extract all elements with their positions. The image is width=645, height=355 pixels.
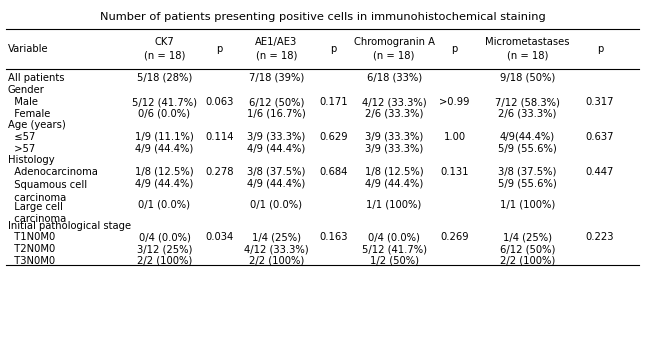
Text: 1/1 (100%): 1/1 (100%) — [366, 200, 422, 210]
Text: Age (years): Age (years) — [8, 120, 66, 130]
Text: All patients: All patients — [8, 73, 64, 83]
Text: Number of patients presenting positive cells in immunohistochemical staining: Number of patients presenting positive c… — [99, 12, 546, 22]
Text: ≤57: ≤57 — [8, 132, 35, 142]
Text: 3/8 (37.5%): 3/8 (37.5%) — [247, 167, 306, 177]
Text: 4/9 (44.4%): 4/9 (44.4%) — [365, 179, 423, 189]
Text: T2N0M0: T2N0M0 — [8, 244, 55, 254]
Text: p: p — [451, 44, 458, 54]
Text: 3/9 (33.3%): 3/9 (33.3%) — [365, 132, 423, 142]
Text: AE1/AE3
(n = 18): AE1/AE3 (n = 18) — [255, 37, 297, 61]
Text: 0.114: 0.114 — [205, 132, 233, 142]
Text: 2/6 (33.3%): 2/6 (33.3%) — [498, 109, 557, 119]
Text: 4/9 (44.4%): 4/9 (44.4%) — [247, 143, 306, 154]
Text: 6/12 (50%): 6/12 (50%) — [249, 97, 304, 107]
Text: >0.99: >0.99 — [439, 97, 470, 107]
Text: 5/18 (28%): 5/18 (28%) — [137, 73, 192, 83]
Text: 1/1 (100%): 1/1 (100%) — [500, 200, 555, 210]
Text: T3N0M0: T3N0M0 — [8, 256, 55, 266]
Text: 4/9 (44.4%): 4/9 (44.4%) — [135, 179, 194, 189]
Text: 1/9 (11.1%): 1/9 (11.1%) — [135, 132, 194, 142]
Text: 1/6 (16.7%): 1/6 (16.7%) — [247, 109, 306, 119]
Text: 7/18 (39%): 7/18 (39%) — [249, 73, 304, 83]
Text: 0/4 (0.0%): 0/4 (0.0%) — [368, 233, 420, 242]
Text: 9/18 (50%): 9/18 (50%) — [500, 73, 555, 83]
Text: Adenocarcinoma: Adenocarcinoma — [8, 167, 97, 177]
Text: 4/12 (33.3%): 4/12 (33.3%) — [244, 244, 309, 254]
Text: Gender: Gender — [8, 86, 45, 95]
Text: p: p — [330, 44, 337, 54]
Text: 1/4 (25%): 1/4 (25%) — [252, 233, 301, 242]
Text: Micrometastases
(n = 18): Micrometastases (n = 18) — [485, 37, 570, 61]
Text: 7/12 (58.3%): 7/12 (58.3%) — [495, 97, 560, 107]
Text: 6/18 (33%): 6/18 (33%) — [366, 73, 422, 83]
Text: 2/2 (100%): 2/2 (100%) — [249, 256, 304, 266]
Text: Chromogranin A
(n = 18): Chromogranin A (n = 18) — [353, 37, 435, 61]
Text: 1.00: 1.00 — [444, 132, 466, 142]
Text: T1N0M0: T1N0M0 — [8, 233, 55, 242]
Text: 0.131: 0.131 — [441, 167, 469, 177]
Text: 0.269: 0.269 — [441, 233, 469, 242]
Text: 2/2 (100%): 2/2 (100%) — [500, 256, 555, 266]
Text: 0.684: 0.684 — [319, 167, 348, 177]
Text: Squamous cell
  carcinoma: Squamous cell carcinoma — [8, 180, 87, 203]
Text: 0/1 (0.0%): 0/1 (0.0%) — [139, 200, 190, 210]
Text: p: p — [597, 44, 603, 54]
Text: 0/1 (0.0%): 0/1 (0.0%) — [250, 200, 303, 210]
Text: 0/6 (0.0%): 0/6 (0.0%) — [139, 109, 190, 119]
Text: p: p — [216, 44, 223, 54]
Text: 0.223: 0.223 — [586, 233, 614, 242]
Text: 3/9 (33.3%): 3/9 (33.3%) — [365, 143, 423, 154]
Text: 5/12 (41.7%): 5/12 (41.7%) — [362, 244, 426, 254]
Text: 0.171: 0.171 — [319, 97, 348, 107]
Text: 3/9 (33.3%): 3/9 (33.3%) — [247, 132, 306, 142]
Text: 1/8 (12.5%): 1/8 (12.5%) — [365, 167, 423, 177]
Text: 2/6 (33.3%): 2/6 (33.3%) — [365, 109, 423, 119]
Text: Female: Female — [8, 109, 50, 119]
Text: >57: >57 — [8, 143, 35, 154]
Text: 0.317: 0.317 — [586, 97, 614, 107]
Text: 3/12 (25%): 3/12 (25%) — [137, 244, 192, 254]
Text: 1/2 (50%): 1/2 (50%) — [370, 256, 419, 266]
Text: 4/9 (44.4%): 4/9 (44.4%) — [247, 179, 306, 189]
Text: Variable: Variable — [8, 44, 48, 54]
Text: CK7
(n = 18): CK7 (n = 18) — [144, 37, 185, 61]
Text: 4/9 (44.4%): 4/9 (44.4%) — [135, 143, 194, 154]
Text: 0/4 (0.0%): 0/4 (0.0%) — [139, 233, 190, 242]
Text: 0.637: 0.637 — [586, 132, 614, 142]
Text: Large cell
  carcinoma: Large cell carcinoma — [8, 202, 66, 224]
Text: 0.447: 0.447 — [586, 167, 614, 177]
Text: 4/9(44.4%): 4/9(44.4%) — [500, 132, 555, 142]
Text: 4/12 (33.3%): 4/12 (33.3%) — [362, 97, 426, 107]
Text: Male: Male — [8, 97, 38, 107]
Text: 0.163: 0.163 — [319, 233, 348, 242]
Text: Histology: Histology — [8, 155, 54, 165]
Text: 0.034: 0.034 — [205, 233, 233, 242]
Text: 5/12 (41.7%): 5/12 (41.7%) — [132, 97, 197, 107]
Text: 2/2 (100%): 2/2 (100%) — [137, 256, 192, 266]
Text: 1/4 (25%): 1/4 (25%) — [503, 233, 551, 242]
Text: 0.063: 0.063 — [205, 97, 233, 107]
Text: Initial pathological stage: Initial pathological stage — [8, 221, 131, 231]
Text: 1/8 (12.5%): 1/8 (12.5%) — [135, 167, 194, 177]
Text: 5/9 (55.6%): 5/9 (55.6%) — [498, 179, 557, 189]
Text: 3/8 (37.5%): 3/8 (37.5%) — [498, 167, 557, 177]
Text: 0.278: 0.278 — [205, 167, 233, 177]
Text: 0.629: 0.629 — [319, 132, 348, 142]
Text: 5/9 (55.6%): 5/9 (55.6%) — [498, 143, 557, 154]
Text: 6/12 (50%): 6/12 (50%) — [500, 244, 555, 254]
